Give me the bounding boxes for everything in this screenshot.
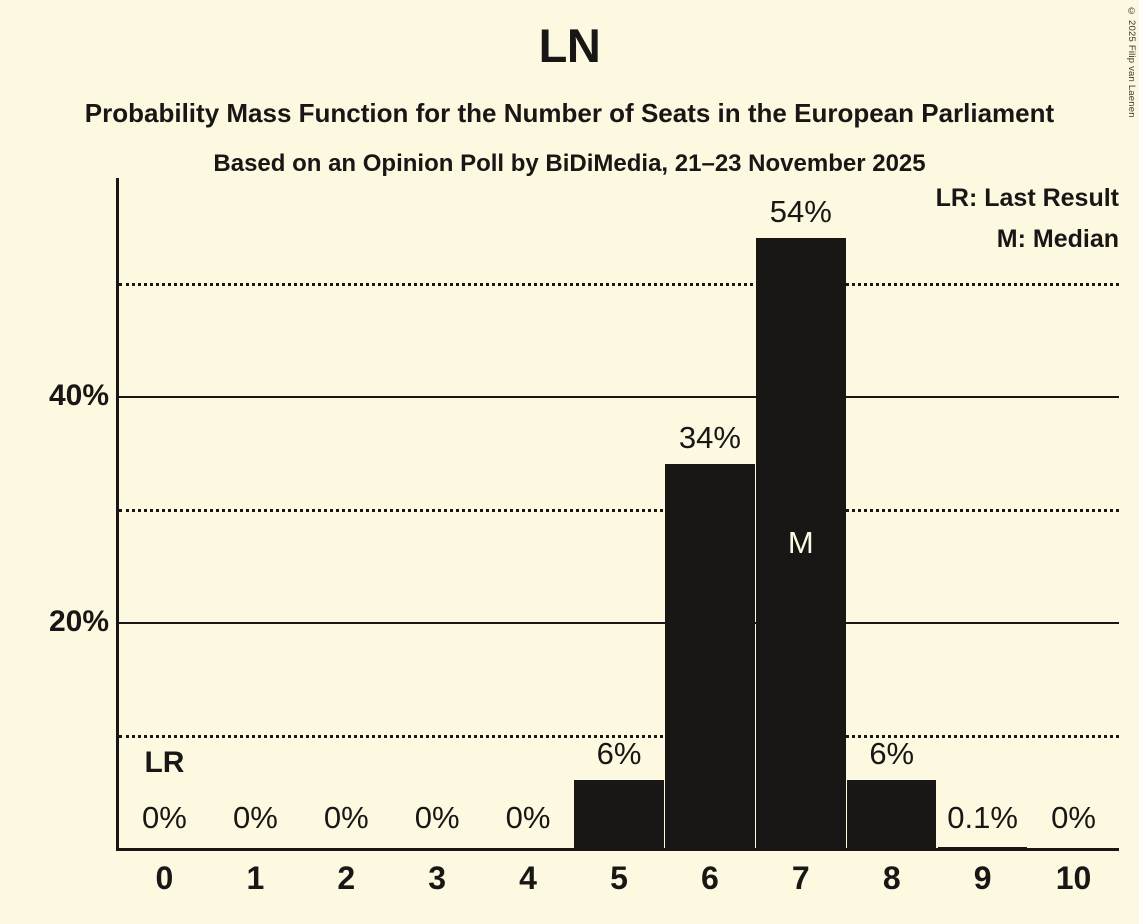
last-result-marker: LR [144, 746, 185, 779]
plot-area: M [116, 178, 1119, 851]
x-axis-tick-label: 4 [519, 860, 537, 896]
x-axis-tick-label: 0 [155, 860, 174, 896]
x-axis-tick-label: 7 [791, 860, 810, 896]
title-block: LN Probability Mass Function for the Num… [0, 0, 1139, 176]
copyright-notice: © 2025 Filip van Laenen [1126, 6, 1137, 118]
gridline-solid [119, 396, 1119, 399]
bar [756, 237, 846, 848]
x-axis-tick-label: 2 [337, 860, 356, 896]
gridline-dotted [119, 509, 1119, 513]
bar-value-label: 0% [414, 800, 460, 835]
bar-value-label: 0% [323, 800, 369, 835]
bar-value-label: 0.1% [947, 800, 1018, 835]
bar-value-label: 0% [1051, 800, 1096, 835]
x-axis-tick-label: 3 [428, 860, 447, 896]
x-axis-tick-label: 5 [610, 860, 628, 896]
bar-value-label: 0% [142, 800, 187, 835]
bar [937, 846, 1028, 848]
x-axis-line [116, 848, 1119, 851]
legend-item-median: M: Median [996, 225, 1119, 253]
y-axis-line [116, 178, 119, 848]
bar-value-label: 6% [596, 736, 642, 772]
x-axis-tick-label: 8 [882, 860, 901, 896]
y-axis-tick-label: 40% [48, 379, 109, 413]
x-axis-tick-label: 10 [1055, 860, 1092, 896]
legend-item-last-result: LR: Last Result [935, 184, 1119, 212]
gridline-dotted [119, 735, 1119, 738]
bar-value-label: 0% [232, 800, 278, 835]
bar-value-label: 6% [869, 736, 915, 772]
bar-value-label: 0% [505, 800, 551, 835]
bar [574, 780, 664, 848]
bar-value-label: 34% [678, 419, 741, 455]
bar-value-label: 54% [769, 193, 832, 229]
gridline-solid [119, 622, 1119, 625]
chart-source-line: Based on an Opinion Poll by BiDiMedia, 2… [213, 150, 926, 177]
x-axis-tick-label: 6 [701, 860, 719, 896]
bar [846, 780, 937, 848]
x-axis-tick-label: 1 [246, 860, 265, 896]
median-marker: M [787, 524, 814, 560]
chart-title: LN [538, 19, 601, 72]
bar [665, 463, 755, 848]
chart-subtitle: Probability Mass Function for the Number… [84, 98, 1055, 128]
chart-legend: LR: Last Result M: Median [936, 186, 1119, 268]
y-axis-tick-label: 20% [48, 605, 109, 639]
x-axis-tick-label: 9 [973, 860, 992, 896]
gridline-dotted [119, 283, 1119, 287]
